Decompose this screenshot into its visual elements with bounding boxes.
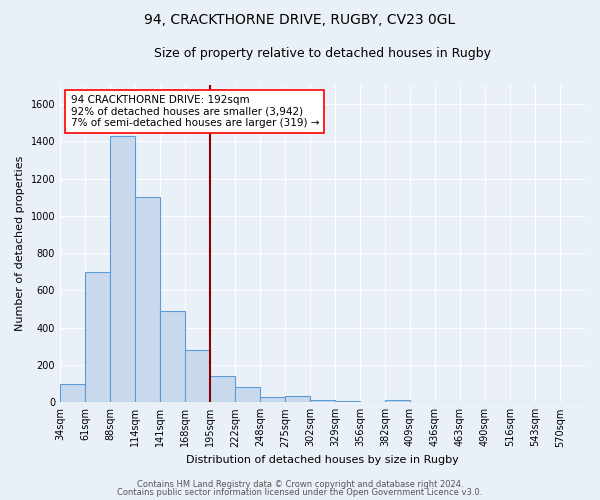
Bar: [385, 400, 410, 402]
Bar: [110, 136, 135, 402]
Title: Size of property relative to detached houses in Rugby: Size of property relative to detached ho…: [154, 48, 491, 60]
Bar: [60, 384, 85, 402]
Bar: [135, 197, 160, 402]
Bar: [160, 311, 185, 402]
Text: Contains public sector information licensed under the Open Government Licence v3: Contains public sector information licen…: [118, 488, 482, 497]
Text: Contains HM Land Registry data © Crown copyright and database right 2024.: Contains HM Land Registry data © Crown c…: [137, 480, 463, 489]
Bar: [235, 388, 260, 402]
Bar: [185, 350, 210, 403]
Bar: [85, 272, 110, 402]
Bar: [285, 396, 310, 402]
Bar: [260, 396, 285, 402]
X-axis label: Distribution of detached houses by size in Rugby: Distribution of detached houses by size …: [186, 455, 459, 465]
Y-axis label: Number of detached properties: Number of detached properties: [15, 156, 25, 332]
Bar: [310, 400, 335, 402]
Bar: [210, 376, 235, 402]
Text: 94, CRACKTHORNE DRIVE, RUGBY, CV23 0GL: 94, CRACKTHORNE DRIVE, RUGBY, CV23 0GL: [145, 12, 455, 26]
Text: 94 CRACKTHORNE DRIVE: 192sqm
92% of detached houses are smaller (3,942)
7% of se: 94 CRACKTHORNE DRIVE: 192sqm 92% of deta…: [71, 95, 319, 128]
